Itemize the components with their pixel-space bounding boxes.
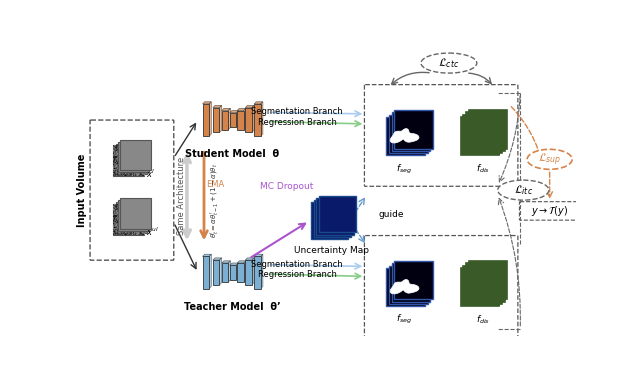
Text: Segmentation Branch: Segmentation Branch	[251, 260, 343, 268]
FancyBboxPatch shape	[113, 204, 145, 235]
Polygon shape	[254, 102, 263, 104]
Polygon shape	[252, 258, 254, 285]
FancyBboxPatch shape	[221, 263, 228, 282]
Polygon shape	[244, 108, 246, 130]
Text: Input Volume: Input Volume	[77, 153, 87, 227]
Polygon shape	[260, 254, 263, 289]
FancyBboxPatch shape	[394, 110, 433, 149]
FancyBboxPatch shape	[254, 104, 260, 136]
FancyBboxPatch shape	[466, 263, 505, 302]
Text: guide: guide	[379, 210, 404, 219]
FancyBboxPatch shape	[254, 256, 260, 289]
FancyBboxPatch shape	[392, 263, 430, 302]
Text: $y \rightarrow \mathcal{T}(y)$: $y \rightarrow \mathcal{T}(y)$	[531, 204, 568, 218]
Polygon shape	[209, 102, 211, 136]
FancyBboxPatch shape	[202, 256, 209, 289]
FancyBboxPatch shape	[120, 198, 151, 229]
Polygon shape	[236, 263, 239, 280]
Polygon shape	[245, 258, 254, 260]
FancyBboxPatch shape	[461, 117, 499, 155]
FancyBboxPatch shape	[221, 110, 228, 130]
Text: $f_{dis}$: $f_{dis}$	[476, 163, 490, 175]
FancyBboxPatch shape	[316, 198, 353, 235]
FancyBboxPatch shape	[389, 266, 428, 304]
FancyBboxPatch shape	[394, 261, 433, 299]
FancyBboxPatch shape	[116, 144, 147, 174]
Text: $x^{ul}$: $x^{ul}$	[146, 226, 159, 238]
Polygon shape	[228, 261, 230, 282]
FancyBboxPatch shape	[237, 263, 244, 282]
Polygon shape	[237, 261, 246, 263]
Text: EMA: EMA	[206, 180, 225, 189]
FancyBboxPatch shape	[463, 266, 502, 304]
FancyBboxPatch shape	[202, 104, 209, 136]
Polygon shape	[221, 261, 230, 263]
FancyBboxPatch shape	[245, 260, 252, 285]
FancyBboxPatch shape	[311, 203, 348, 239]
Polygon shape	[244, 261, 246, 282]
Text: Same Architecture: Same Architecture	[177, 157, 186, 235]
Text: Regression Branch: Regression Branch	[257, 118, 337, 127]
FancyBboxPatch shape	[118, 142, 149, 172]
FancyBboxPatch shape	[230, 113, 236, 127]
Polygon shape	[220, 105, 221, 132]
FancyBboxPatch shape	[466, 112, 505, 151]
Polygon shape	[254, 254, 263, 256]
Text: $\mathcal{L}_{ctc}$: $\mathcal{L}_{ctc}$	[438, 56, 460, 70]
Text: $x^l$: $x^l$	[146, 167, 155, 180]
FancyBboxPatch shape	[118, 200, 149, 231]
FancyBboxPatch shape	[386, 117, 425, 155]
FancyBboxPatch shape	[463, 115, 502, 153]
Polygon shape	[245, 105, 254, 108]
Text: $f_{seg}$: $f_{seg}$	[396, 313, 412, 327]
Text: $\mathcal{L}_{itc}$: $\mathcal{L}_{itc}$	[514, 183, 533, 197]
Polygon shape	[236, 110, 239, 127]
Text: Segmentation Branch: Segmentation Branch	[251, 107, 343, 116]
Polygon shape	[237, 108, 246, 110]
Polygon shape	[390, 129, 419, 143]
FancyBboxPatch shape	[461, 268, 499, 307]
FancyBboxPatch shape	[230, 265, 236, 280]
Text: $f_{dis}$: $f_{dis}$	[476, 313, 490, 326]
Polygon shape	[230, 110, 239, 113]
FancyBboxPatch shape	[245, 108, 252, 132]
Text: Student Model  θ: Student Model θ	[185, 149, 279, 159]
FancyBboxPatch shape	[392, 112, 430, 151]
Polygon shape	[228, 108, 230, 130]
FancyBboxPatch shape	[319, 195, 356, 232]
FancyBboxPatch shape	[314, 200, 351, 237]
FancyBboxPatch shape	[213, 108, 220, 132]
FancyBboxPatch shape	[389, 115, 428, 153]
Text: $f_{seg}$: $f_{seg}$	[396, 163, 412, 175]
FancyBboxPatch shape	[468, 261, 508, 299]
Text: Uncertainty Map: Uncertainty Map	[294, 246, 369, 255]
FancyBboxPatch shape	[120, 140, 151, 170]
Text: $\mathcal{L}_{sup}$: $\mathcal{L}_{sup}$	[538, 151, 561, 167]
Text: Teacher Model  θ’: Teacher Model θ’	[184, 302, 280, 312]
FancyBboxPatch shape	[386, 268, 425, 307]
Polygon shape	[252, 105, 254, 132]
FancyBboxPatch shape	[213, 260, 220, 285]
Polygon shape	[230, 263, 239, 265]
Polygon shape	[213, 105, 221, 108]
Ellipse shape	[498, 180, 549, 200]
Polygon shape	[202, 102, 211, 104]
Ellipse shape	[421, 53, 477, 73]
FancyBboxPatch shape	[237, 110, 244, 130]
Polygon shape	[213, 258, 221, 260]
Ellipse shape	[527, 149, 572, 169]
Polygon shape	[220, 258, 221, 285]
FancyBboxPatch shape	[113, 146, 145, 176]
Polygon shape	[202, 254, 211, 256]
Polygon shape	[260, 102, 263, 136]
Text: MC Dropout: MC Dropout	[260, 182, 314, 191]
Polygon shape	[209, 254, 211, 289]
Polygon shape	[221, 108, 230, 110]
FancyBboxPatch shape	[468, 110, 508, 149]
Text: $\theta^\prime_t=\alpha\theta^\prime_{t-1}+(1-\alpha)\theta_t$: $\theta^\prime_t=\alpha\theta^\prime_{t-…	[209, 163, 221, 238]
Polygon shape	[390, 279, 419, 294]
Text: Regression Branch: Regression Branch	[257, 270, 337, 279]
FancyBboxPatch shape	[116, 202, 147, 233]
